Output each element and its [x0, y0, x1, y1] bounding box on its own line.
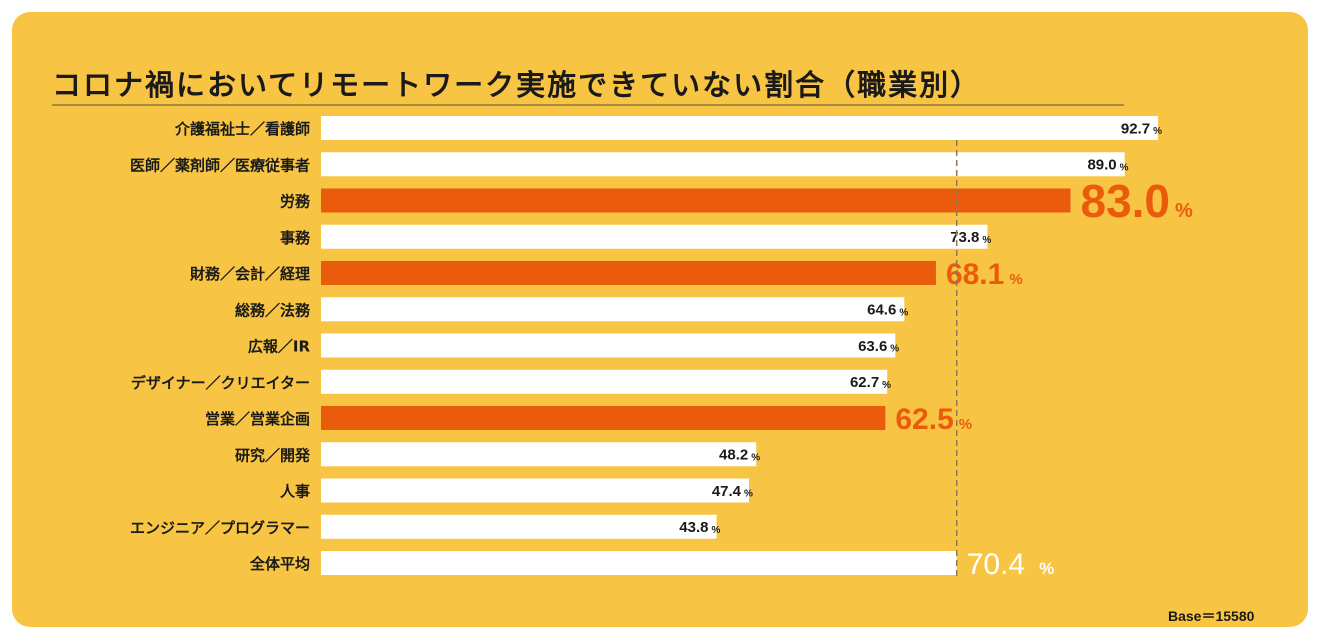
bar	[321, 478, 750, 503]
bar	[321, 297, 905, 322]
category-label: 医師／薬剤師／医療従事者	[130, 156, 310, 174]
unit-label: %	[744, 489, 753, 500]
chart-title: コロナ禍においてリモートワーク実施できていない割合（職業別）	[52, 68, 982, 102]
value-label: 48.2	[719, 447, 748, 464]
category-label: デザイナー／クリエイター	[131, 374, 310, 392]
unit-label: %	[1120, 162, 1129, 173]
category-label: 事務	[280, 229, 311, 247]
bar	[321, 442, 757, 467]
category-label: 全体平均	[249, 555, 310, 573]
unit-label: %	[1009, 271, 1022, 288]
unit-label: %	[899, 307, 908, 318]
category-label: 人事	[280, 483, 310, 501]
base-note: Base＝15580	[1168, 608, 1255, 624]
value-label: 62.5	[895, 403, 953, 436]
value-label: 43.8	[679, 519, 708, 536]
unit-label: %	[1153, 126, 1162, 137]
unit-label: %	[959, 416, 972, 433]
value-label: 70.4	[967, 548, 1025, 581]
unit-label: %	[751, 452, 760, 463]
category-label: 広報／IR	[248, 338, 311, 356]
category-label: 財務／会計／経理	[189, 265, 310, 283]
value-label: 73.8	[950, 229, 979, 246]
value-label: 92.7	[1121, 120, 1150, 137]
unit-label: %	[890, 344, 899, 355]
unit-label: %	[1175, 200, 1193, 222]
unit-label: %	[712, 525, 721, 536]
unit-label: %	[982, 235, 991, 246]
bar	[321, 152, 1125, 177]
title-underline	[52, 104, 1124, 106]
bar	[321, 333, 896, 358]
unit-label: %	[882, 380, 891, 391]
category-label: エンジニア／プログラマー	[130, 519, 310, 537]
bar	[321, 551, 957, 575]
bar	[321, 261, 936, 285]
bar	[321, 514, 717, 539]
value-label: 68.1	[946, 258, 1004, 291]
category-label: 営業／営業企画	[205, 410, 310, 428]
value-label: 89.0	[1087, 157, 1116, 174]
category-label: 介護福祉士／看護師	[174, 120, 310, 138]
category-label: 労務	[280, 193, 311, 211]
bar	[321, 116, 1159, 140]
bar	[321, 406, 886, 430]
value-label: 63.6	[858, 338, 887, 355]
bar	[321, 224, 988, 249]
bar	[321, 369, 888, 394]
value-label: 62.7	[850, 374, 879, 391]
value-label: 83.0	[1080, 175, 1170, 227]
unit-label: %	[1039, 559, 1054, 578]
category-label: 研究／開発	[235, 446, 311, 464]
value-label: 47.4	[712, 483, 742, 500]
bar	[321, 188, 1071, 213]
category-label: 総務／法務	[235, 301, 311, 319]
value-label: 64.6	[867, 302, 896, 319]
